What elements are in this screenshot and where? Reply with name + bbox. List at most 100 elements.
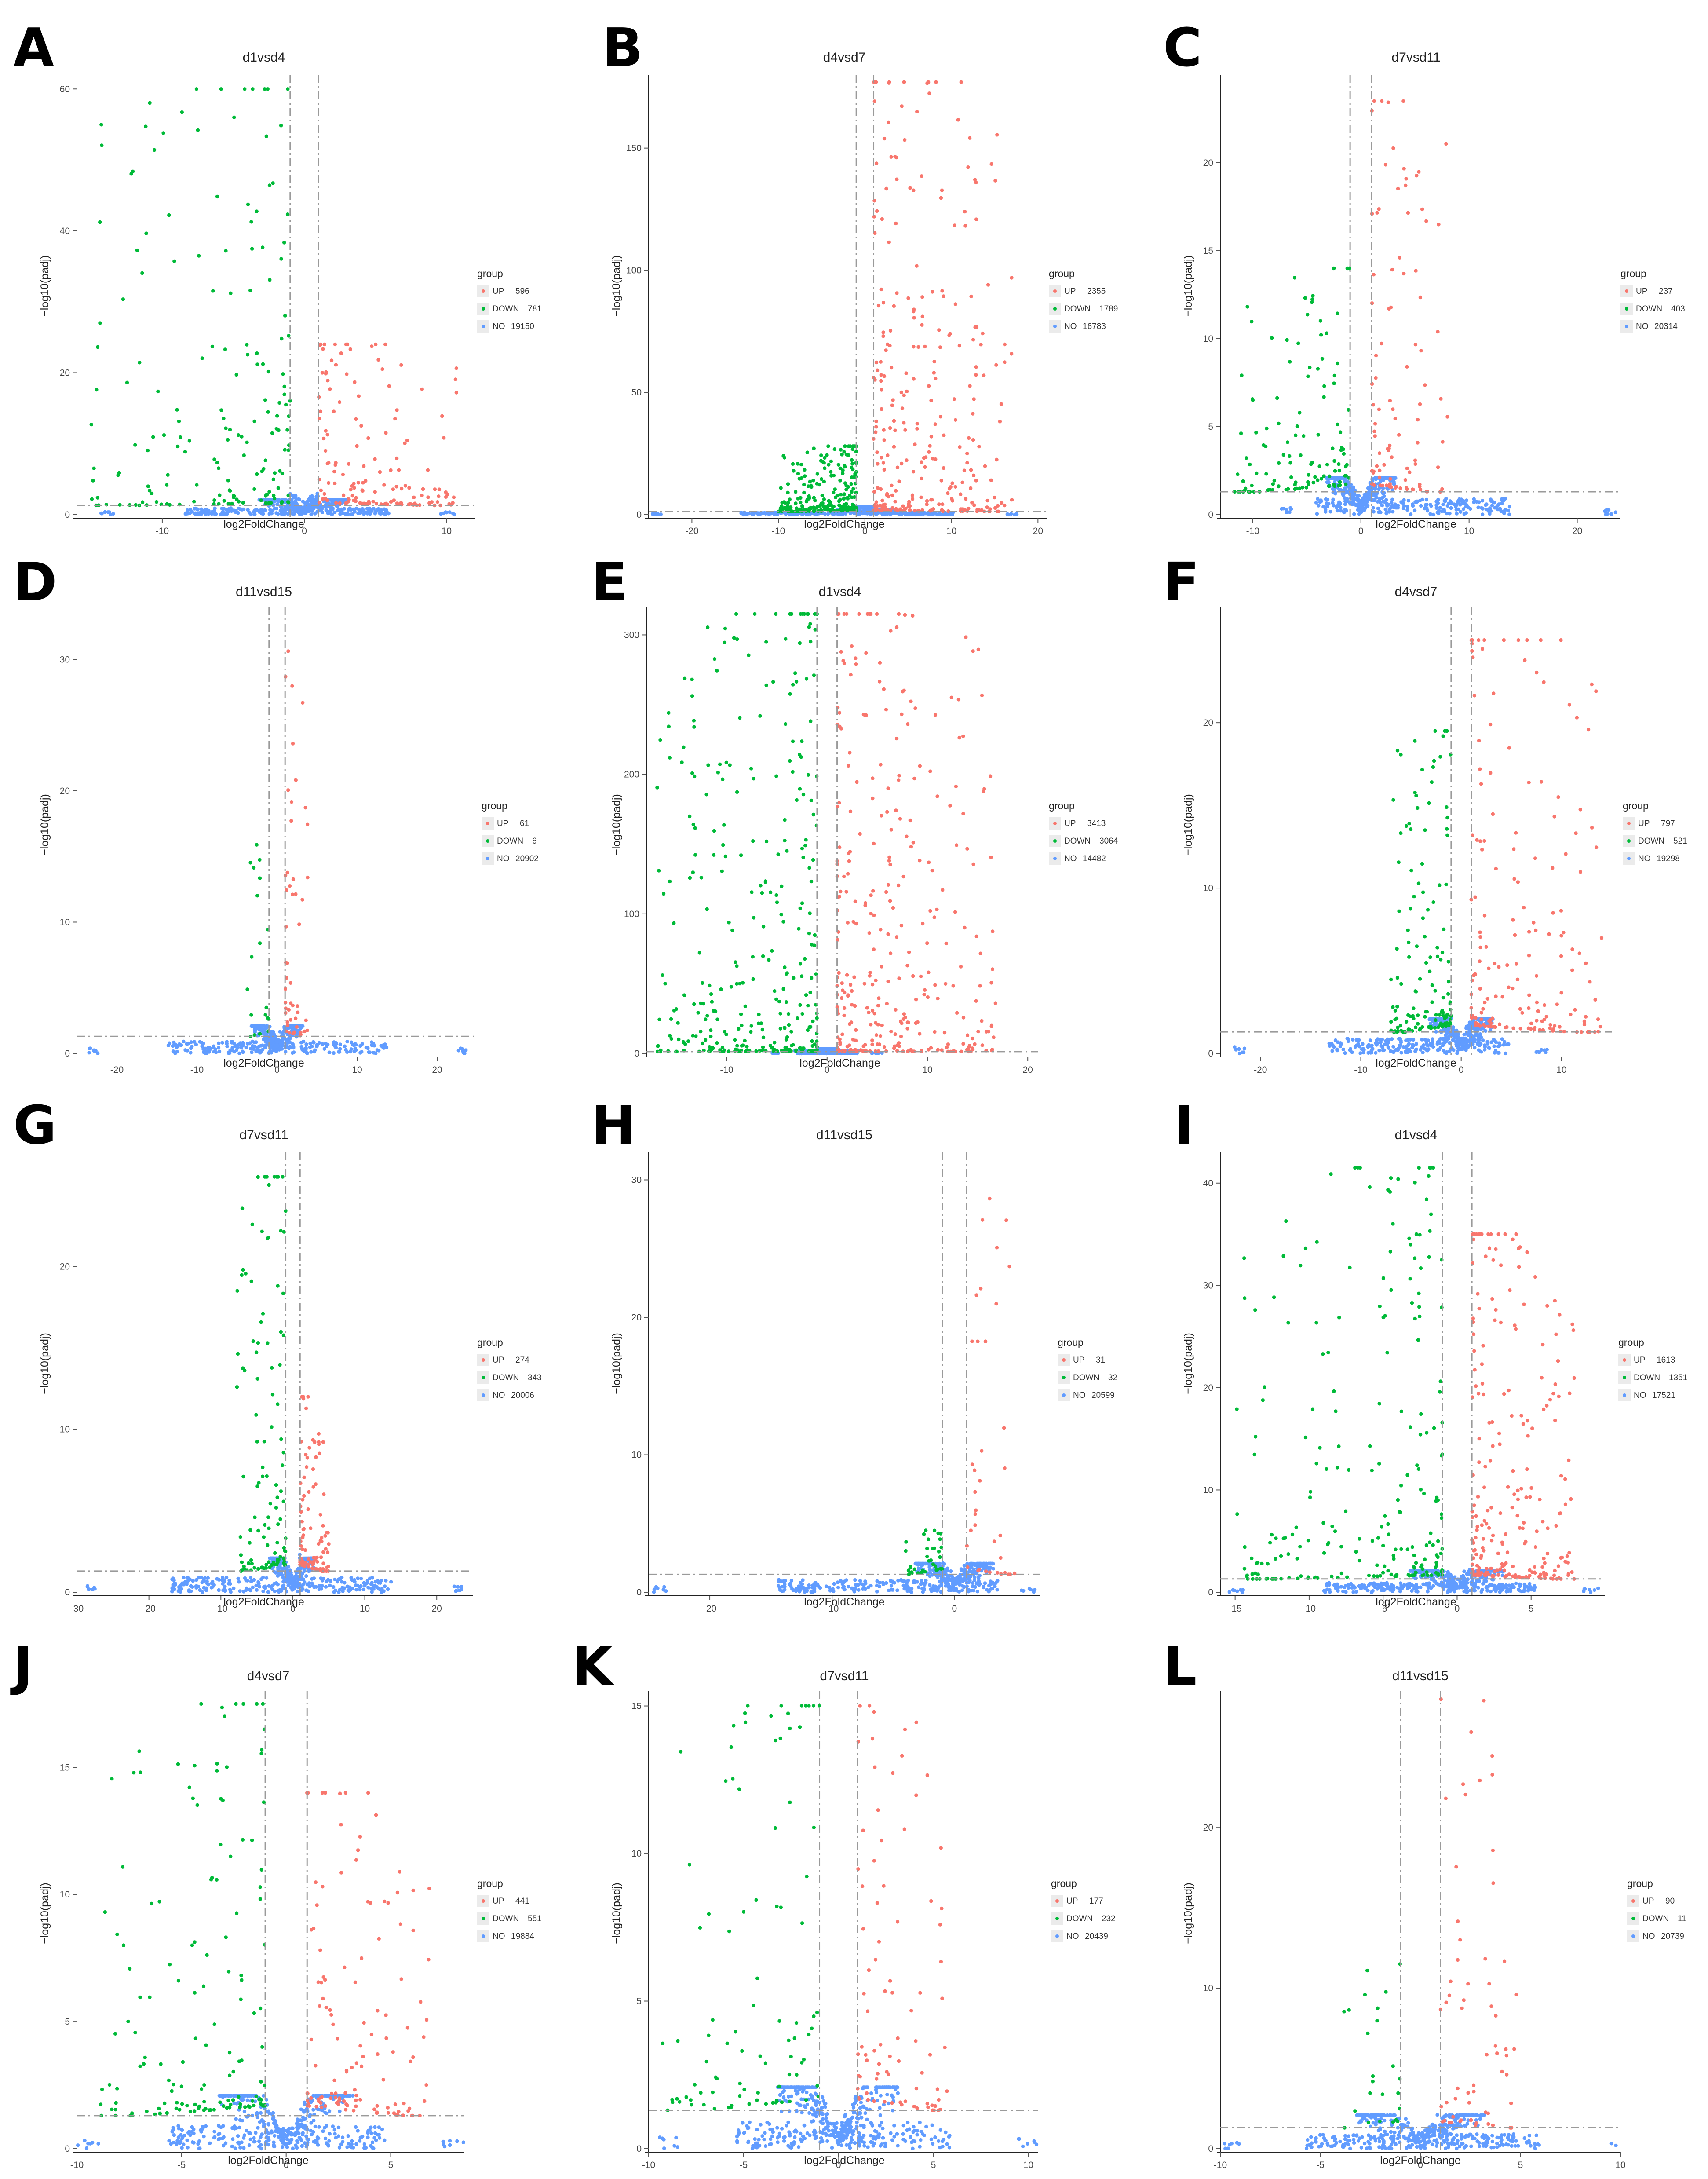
not-significant-point: [747, 512, 751, 516]
down-regulated-point: [151, 435, 155, 439]
not-significant-point: [874, 512, 878, 516]
down-regulated-point: [803, 474, 807, 478]
down-regulated-point: [819, 453, 823, 457]
down-regulated-point: [836, 463, 841, 467]
down-regulated-point: [851, 487, 855, 491]
y-tick-label: 50: [631, 388, 642, 398]
legend-up-name: UP: [1638, 819, 1650, 828]
down-regulated-point: [1310, 297, 1314, 301]
up-regulated-point: [870, 983, 875, 987]
down-regulated-point: [1336, 361, 1339, 366]
up-regulated-point: [1384, 483, 1389, 487]
down-regulated-point: [838, 466, 842, 471]
not-significant-point: [1316, 497, 1320, 501]
legend-title: group: [1623, 800, 1649, 812]
down-regulated-point: [1285, 440, 1290, 444]
down-regulated-point: [288, 399, 292, 403]
up-regulated-point: [297, 922, 301, 926]
up-regulated-point: [880, 388, 883, 392]
down-regulated-point: [146, 484, 150, 488]
up-regulated-point: [325, 433, 329, 437]
down-regulated-point: [752, 777, 756, 781]
up-regulated-point: [289, 800, 294, 804]
down-regulated-point: [832, 447, 837, 451]
down-regulated-point: [783, 722, 788, 726]
not-significant-point: [1449, 501, 1453, 505]
down-regulated-point: [837, 499, 841, 503]
not-significant-point: [1288, 510, 1292, 514]
not-significant-point: [225, 1042, 229, 1046]
down-regulated-point: [776, 852, 780, 856]
up-regulated-point: [925, 81, 929, 85]
not-significant-point: [1441, 502, 1445, 507]
up-regulated-point: [985, 505, 989, 509]
up-regulated-point: [838, 1042, 842, 1046]
down-regulated-point: [796, 472, 800, 475]
not-significant-point: [199, 512, 203, 516]
up-regulated-point: [854, 1038, 858, 1042]
down-regulated-point: [1298, 411, 1302, 415]
not-significant-point: [1423, 503, 1428, 507]
not-significant-point: [1378, 510, 1382, 514]
down-regulated-point: [1286, 487, 1290, 491]
x-tick-label: 20: [1022, 1065, 1033, 1075]
legend-title: group: [477, 268, 503, 279]
down-regulated-point: [747, 653, 751, 657]
data-points: [1233, 99, 1617, 517]
down-regulated-point: [95, 388, 99, 392]
down-regulated-point: [1338, 480, 1342, 484]
not-significant-point: [353, 1042, 357, 1046]
up-regulated-point: [930, 869, 934, 873]
down-regulated-point: [713, 1009, 718, 1013]
data-points: [655, 612, 997, 1056]
down-regulated-point: [140, 271, 144, 275]
up-regulated-point: [879, 379, 883, 383]
not-significant-point: [1502, 498, 1506, 502]
not-significant-point: [316, 505, 320, 510]
up-regulated-point: [973, 325, 977, 329]
legend-down-count: 6: [532, 837, 537, 846]
down-regulated-point: [812, 496, 816, 500]
up-regulated-point: [391, 487, 395, 491]
up-regulated-point: [1413, 462, 1417, 466]
legend-no-name: NO: [497, 854, 510, 863]
up-regulated-point: [971, 473, 976, 478]
up-regulated-point: [939, 196, 943, 200]
up-regulated-point: [1373, 434, 1377, 438]
legend-up-name: UP: [1064, 287, 1076, 296]
up-regulated-point: [1405, 487, 1409, 491]
not-significant-point: [1492, 1044, 1496, 1048]
down-regulated-point: [657, 869, 661, 873]
up-regulated-point: [974, 934, 978, 938]
legend-up-key: [1053, 289, 1057, 293]
down-regulated-point: [228, 489, 232, 493]
down-regulated-point: [277, 401, 281, 405]
not-significant-point: [1405, 505, 1410, 509]
not-significant-point: [1374, 492, 1379, 496]
up-regulated-point: [913, 706, 917, 710]
not-significant-point: [1405, 508, 1409, 512]
down-regulated-point: [138, 361, 142, 365]
not-significant-point: [332, 1040, 336, 1044]
down-regulated-point: [1302, 434, 1306, 438]
not-significant-point: [1393, 502, 1397, 506]
down-regulated-point: [803, 612, 807, 616]
up-regulated-point: [991, 929, 995, 933]
down-regulated-point: [699, 1001, 703, 1005]
down-regulated-point: [1265, 426, 1269, 431]
up-regulated-point: [1373, 422, 1377, 426]
down-regulated-point: [264, 501, 268, 505]
down-regulated-point: [788, 692, 792, 696]
x-tick-label: 10: [442, 526, 452, 536]
y-tick-label: 0: [65, 510, 70, 520]
down-regulated-point: [795, 506, 799, 510]
up-regulated-point: [1416, 418, 1420, 422]
down-regulated-point: [739, 1012, 743, 1016]
up-regulated-point: [963, 925, 967, 930]
not-significant-point: [230, 509, 234, 513]
not-significant-point: [920, 512, 924, 516]
not-significant-point: [1506, 508, 1510, 513]
up-regulated-point: [1390, 267, 1394, 272]
